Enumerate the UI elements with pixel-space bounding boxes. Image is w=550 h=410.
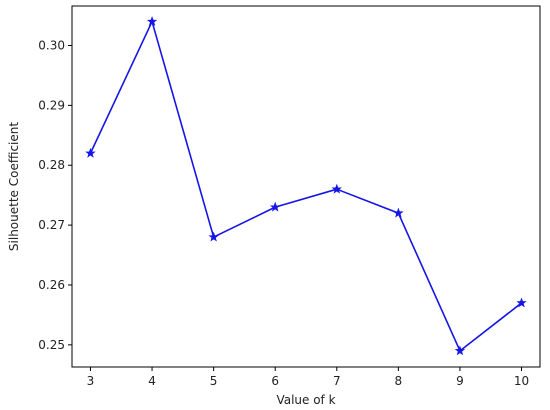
y-tick-label: 0.28 <box>38 158 65 172</box>
series-line <box>89 20 523 352</box>
y-tick-label: 0.27 <box>38 218 65 232</box>
x-axis-ticks: 3 4 5 6 7 8 9 10 <box>87 367 529 388</box>
data-point-star <box>146 16 158 26</box>
x-tick-label: 3 <box>87 374 95 388</box>
y-tick-label: 0.30 <box>38 39 65 53</box>
x-tick-label: 4 <box>148 374 156 388</box>
x-tick-label: 10 <box>514 374 529 388</box>
y-axis-ticks: 0.25 0.26 0.27 0.28 0.29 0.30 <box>38 39 72 352</box>
x-axis-label: Value of k <box>276 393 335 407</box>
axes-frame <box>71 5 541 368</box>
y-tick-label: 0.26 <box>38 278 65 292</box>
x-tick-label: 6 <box>271 374 279 388</box>
x-tick-label: 7 <box>333 374 341 388</box>
data-point-star <box>270 201 281 212</box>
x-tick-label: 9 <box>456 374 464 388</box>
data-point-star <box>393 207 404 218</box>
data-point-star <box>85 147 96 158</box>
data-point-star <box>516 297 527 308</box>
y-axis-label: Silhouette Coefficient <box>7 122 21 251</box>
data-point-star <box>208 231 219 242</box>
data-point-star <box>454 345 466 356</box>
x-tick-label: 8 <box>395 374 403 388</box>
y-tick-label: 0.25 <box>38 338 65 352</box>
y-tick-label: 0.29 <box>38 98 65 112</box>
data-point-star <box>331 183 342 194</box>
plot-area <box>85 16 527 356</box>
x-tick-label: 5 <box>210 374 218 388</box>
